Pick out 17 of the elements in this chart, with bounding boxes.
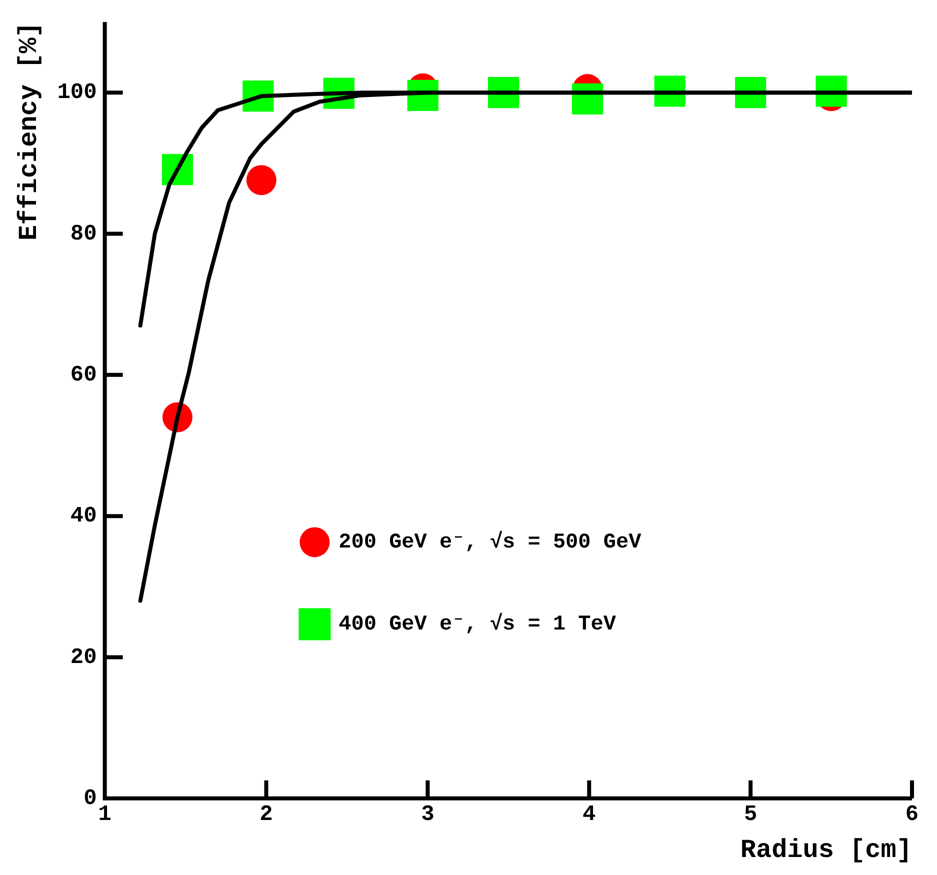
y-tick-label: 0 [84,786,97,811]
x-tick-label: 1 [98,802,112,828]
x-tick-label: 4 [582,802,596,828]
x-axis-title: Radius [cm] [740,834,912,865]
y-tick-label: 60 [70,362,97,388]
y-tick-label: 40 [70,504,97,529]
x-tick-label: 3 [421,802,434,828]
y-tick-label: 20 [70,644,97,670]
point [246,165,276,196]
x-tick-label: 2 [260,802,273,828]
y-tick-label: 80 [70,221,97,246]
y-axis-title: Efficiency [%] [14,22,44,240]
x-tick-label: 6 [905,802,919,828]
legend-label: 400 GeV e⁻, √s = 1 TeV [338,612,616,636]
x-tick-label: 5 [744,802,758,828]
y-tick-label: 100 [57,80,97,106]
legend-label: 200 GeV e⁻, √s = 500 GeV [338,530,642,554]
